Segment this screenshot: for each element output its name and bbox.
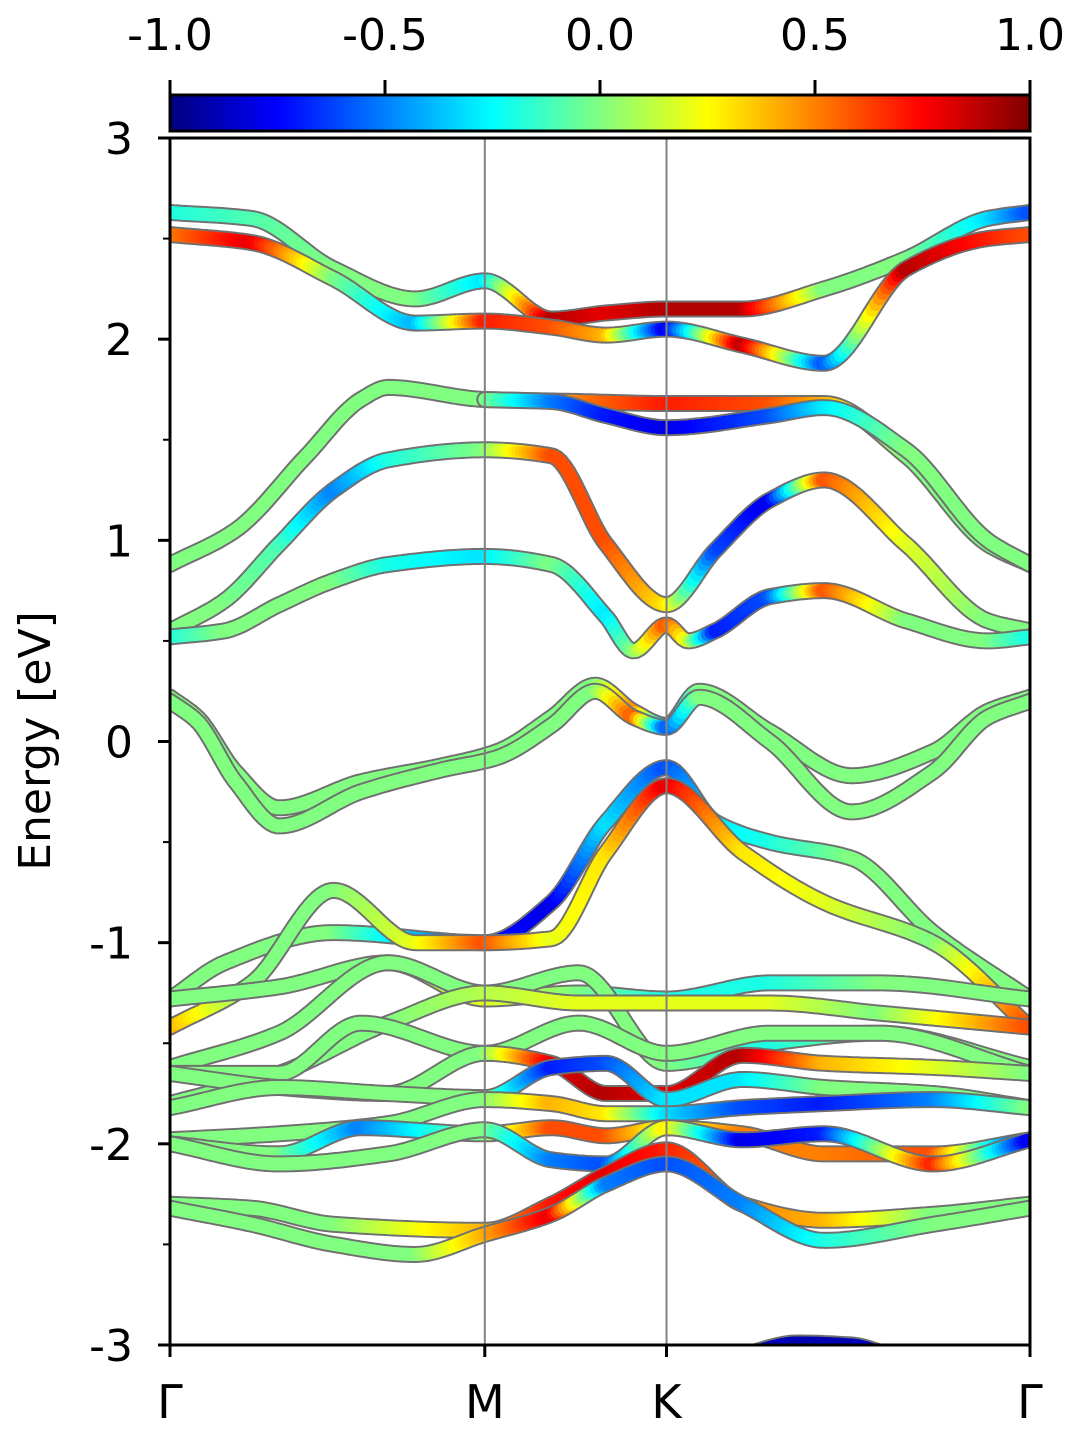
band-7 xyxy=(170,682,1030,835)
band-3 xyxy=(476,391,1030,573)
band-0 xyxy=(170,203,1030,328)
colorbar-tick-label: 0.5 xyxy=(780,10,850,61)
band-9 xyxy=(170,777,1030,1036)
band-4 xyxy=(170,441,1030,640)
colorbar-tick-label: 0.0 xyxy=(565,10,635,61)
band-1 xyxy=(170,226,1030,372)
colorbar-gradient xyxy=(168,93,1032,133)
colorbar-tick-label: -1.0 xyxy=(127,10,213,61)
colorbar: -1.0 -0.5 0.0 0.5 1.0 xyxy=(127,10,1065,133)
colorbar-tick-label: 1.0 xyxy=(995,10,1065,61)
bands xyxy=(170,203,1030,1345)
band-18 xyxy=(170,1119,1030,1173)
colorbar-ticks: -1.0 -0.5 0.0 0.5 1.0 xyxy=(127,10,1065,95)
band-5 xyxy=(170,547,1030,660)
band-20 xyxy=(170,1155,1030,1263)
colorbar-tick-label: -0.5 xyxy=(342,10,428,61)
